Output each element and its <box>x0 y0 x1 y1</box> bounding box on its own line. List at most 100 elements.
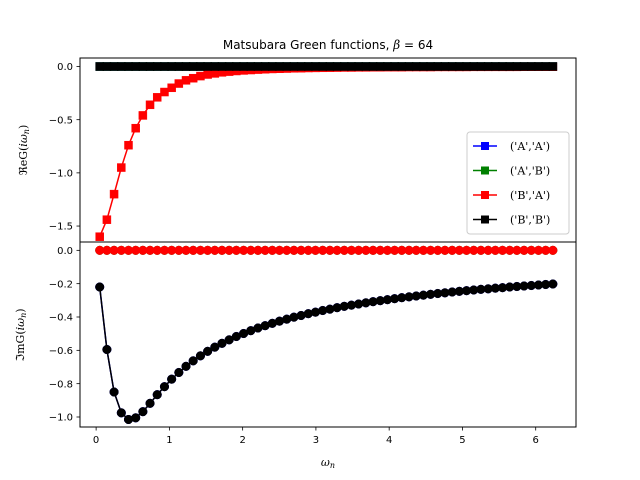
real-part-ylabel-prefix: ℜeG( <box>17 147 30 176</box>
legend-label: ('B','A') <box>510 189 550 202</box>
x-tick-label: 3 <box>313 435 319 446</box>
real-part-ylabel-sub: n <box>22 129 31 134</box>
real-part-point <box>462 62 471 71</box>
real-part-point <box>188 73 198 83</box>
imaginary-part-y-tick-label: −0.6 <box>49 346 73 357</box>
real-part-point <box>325 62 335 71</box>
legend-marker-swatch <box>481 142 489 150</box>
real-part-series-markers-bb <box>95 62 558 71</box>
legend-label: ('A','A') <box>510 140 550 153</box>
imaginary-part-series-group <box>95 245 558 425</box>
real-part-point <box>174 79 184 88</box>
real-part-point <box>117 163 126 172</box>
real-part-point <box>160 62 169 71</box>
real-part-point <box>210 62 220 71</box>
imaginary-part-point <box>548 245 558 255</box>
real-part-point <box>239 62 248 71</box>
real-part-point <box>145 100 155 110</box>
real-part-point <box>541 62 550 71</box>
legend-marker-swatch <box>481 215 489 224</box>
x-tick-label: 0 <box>93 435 99 446</box>
real-part-point <box>289 62 299 71</box>
real-part-point <box>304 62 313 71</box>
real-part-point <box>260 62 270 71</box>
real-part-point <box>203 62 212 71</box>
real-part-point <box>109 62 119 71</box>
real-part-panel: 0.0 −0.5 −1.0 −1.5 ℜeG(iωn) <box>17 57 577 243</box>
legend-box <box>466 131 570 235</box>
real-part-point <box>217 62 227 71</box>
imaginary-part-point <box>195 351 205 361</box>
imaginary-part-point <box>188 356 198 366</box>
real-part-point <box>224 62 234 71</box>
imaginary-part-y-tick-label: 0.0 <box>57 246 73 257</box>
chart-title-beta: β <box>392 38 400 52</box>
real-part-point <box>152 62 162 71</box>
real-part-point <box>419 62 428 71</box>
imaginary-part-series-markers-ba <box>95 245 558 255</box>
real-part-point <box>440 62 450 71</box>
real-part-point <box>275 62 284 71</box>
real-part-point <box>246 62 256 71</box>
real-part-point <box>476 62 486 71</box>
x-tick-label: 4 <box>386 435 392 446</box>
x-ticks: 0 1 2 3 4 5 6 <box>93 427 539 446</box>
real-part-y-tick-label: −1.0 <box>49 168 73 179</box>
legend-label: ('B','B') <box>510 214 550 227</box>
imaginary-part-y-tick-label: −0.4 <box>49 313 73 324</box>
real-part-point <box>397 62 407 71</box>
real-part-point <box>340 62 349 71</box>
real-part-y-tick-label: −0.5 <box>49 115 73 126</box>
legend-entry: ('B','B') <box>473 214 550 227</box>
imaginary-part-y-tick-label: −1.0 <box>49 413 73 424</box>
legend-entry: ('A','A') <box>473 140 550 153</box>
imag-part-ylabel-suffix: ) <box>14 308 27 312</box>
real-part-point <box>332 62 342 71</box>
imaginary-part-series-markers-bb <box>95 279 558 425</box>
imaginary-part-point <box>548 279 558 289</box>
real-part-point <box>498 62 507 71</box>
real-part-ylabel-suffix: ) <box>17 125 30 129</box>
real-part-point <box>124 62 133 71</box>
real-part-point <box>131 62 140 71</box>
real-part-point <box>375 62 385 71</box>
imaginary-part-point <box>203 346 213 356</box>
legend-marker-swatch <box>481 166 489 175</box>
chart-title-text: Matsubara Green functions, <box>223 38 393 52</box>
chart-title-eq: = 64 <box>400 38 433 52</box>
real-part-point <box>404 62 414 71</box>
real-part-y-ticks: 0.0 −0.5 −1.0 −1.5 <box>49 62 80 233</box>
imaginary-part-point <box>145 398 155 408</box>
real-part-point <box>347 62 356 71</box>
real-part-point <box>361 62 371 71</box>
real-part-point <box>131 123 140 133</box>
real-part-series-group <box>95 62 558 241</box>
imaginary-part-y-ticks: 0.0 −0.2 −0.4 −0.6 −0.8 −1.0 <box>49 246 80 424</box>
real-part-point <box>296 62 306 71</box>
legend-entry: ('B','A') <box>473 189 550 202</box>
real-part-point <box>188 62 198 71</box>
real-part-point <box>124 140 133 150</box>
imaginary-part-point <box>181 361 191 371</box>
real-part-point <box>203 70 212 79</box>
imaginary-part-y-tick-label: −0.2 <box>49 279 73 290</box>
imag-part-ylabel-i: iω <box>14 318 27 331</box>
real-part-point <box>102 215 112 224</box>
real-part-point <box>519 62 529 71</box>
real-part-point <box>138 62 148 71</box>
real-part-point <box>95 232 104 241</box>
real-part-point <box>311 62 320 71</box>
real-part-point <box>174 62 184 71</box>
imag-part-ylabel-sub: n <box>19 313 28 318</box>
real-part-point <box>95 62 104 71</box>
real-part-point <box>505 62 514 71</box>
x-tick-label: 2 <box>239 435 245 446</box>
legend-label: ('A','B') <box>510 165 550 178</box>
legend-entries: ('A','A') ('A','B') ('B','A') ('B','B') <box>473 140 550 227</box>
real-part-point <box>527 62 536 71</box>
imaginary-part-axes-frame <box>79 241 577 428</box>
real-part-point <box>534 62 543 71</box>
